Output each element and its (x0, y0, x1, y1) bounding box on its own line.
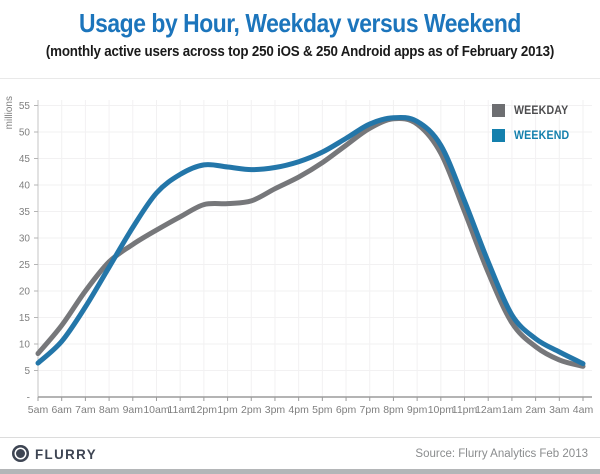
bottom-bar (0, 469, 600, 474)
svg-text:3pm: 3pm (265, 404, 286, 416)
flurry-logo: FLURRY (12, 445, 100, 462)
svg-text:35: 35 (19, 207, 31, 218)
header-divider (0, 78, 600, 79)
weekend-line (35, 114, 586, 367)
svg-text:5am: 5am (28, 404, 49, 416)
svg-text:9am: 9am (123, 404, 144, 416)
legend-label-weekend: WEEKEND (514, 129, 570, 142)
weekday-swatch-icon (492, 104, 505, 117)
svg-text:11pm: 11pm (452, 404, 478, 416)
svg-text:7am: 7am (75, 404, 96, 416)
footer-divider (0, 437, 600, 438)
legend-label-weekday: WEEKDAY (514, 104, 569, 117)
weekend-swatch-icon (492, 129, 505, 142)
svg-text:1am: 1am (502, 404, 523, 416)
legend-item-weekend: WEEKEND (492, 129, 574, 142)
svg-text:5pm: 5pm (312, 404, 333, 416)
svg-text:30: 30 (19, 234, 31, 245)
svg-text:11am: 11am (167, 404, 193, 416)
svg-text:9pm: 9pm (407, 404, 428, 416)
page-title: Usage by Hour, Weekday versus Weekend (79, 8, 521, 38)
svg-text:10: 10 (19, 340, 31, 351)
svg-text:4am: 4am (573, 404, 594, 416)
footer: FLURRY Source: Flurry Analytics Feb 2013 (0, 438, 600, 469)
svg-text:50: 50 (19, 128, 31, 139)
svg-text:55: 55 (19, 101, 31, 112)
y-tick-labels: 5 10 15 20 25 30 35 40 45 50 55 - (19, 101, 38, 404)
svg-text:6am: 6am (51, 404, 72, 416)
svg-text:8pm: 8pm (383, 404, 404, 416)
source-text: Source: Flurry Analytics Feb 2013 (415, 447, 588, 460)
svg-text:12am: 12am (475, 404, 502, 416)
svg-text:3am: 3am (549, 404, 570, 416)
flurry-logo-icon (12, 445, 29, 462)
svg-text:7pm: 7pm (360, 404, 381, 416)
svg-text:10pm: 10pm (428, 404, 455, 416)
svg-text:1pm: 1pm (217, 404, 238, 416)
svg-text:25: 25 (19, 260, 31, 271)
svg-text:6pm: 6pm (336, 404, 357, 416)
svg-text:5: 5 (24, 366, 30, 377)
y-axis-title: millions (4, 96, 15, 129)
svg-text:8am: 8am (99, 404, 120, 416)
svg-text:10am: 10am (143, 404, 170, 416)
svg-text:2pm: 2pm (241, 404, 262, 416)
svg-text:2am: 2am (525, 404, 546, 416)
svg-text:40: 40 (19, 181, 31, 192)
svg-text:20: 20 (19, 287, 31, 298)
svg-text:45: 45 (19, 154, 31, 165)
page-subtitle: (monthly active users across top 250 iOS… (45, 44, 555, 60)
svg-text:-: - (27, 393, 30, 404)
legend-item-weekday: WEEKDAY (492, 104, 574, 117)
chart-legend: WEEKDAY WEEKEND (492, 104, 574, 142)
flurry-brand-name: FLURRY (35, 445, 98, 462)
svg-text:12pm: 12pm (191, 404, 218, 416)
svg-text:4pm: 4pm (288, 404, 309, 416)
svg-text:15: 15 (19, 313, 31, 324)
weekday-line (35, 115, 586, 369)
